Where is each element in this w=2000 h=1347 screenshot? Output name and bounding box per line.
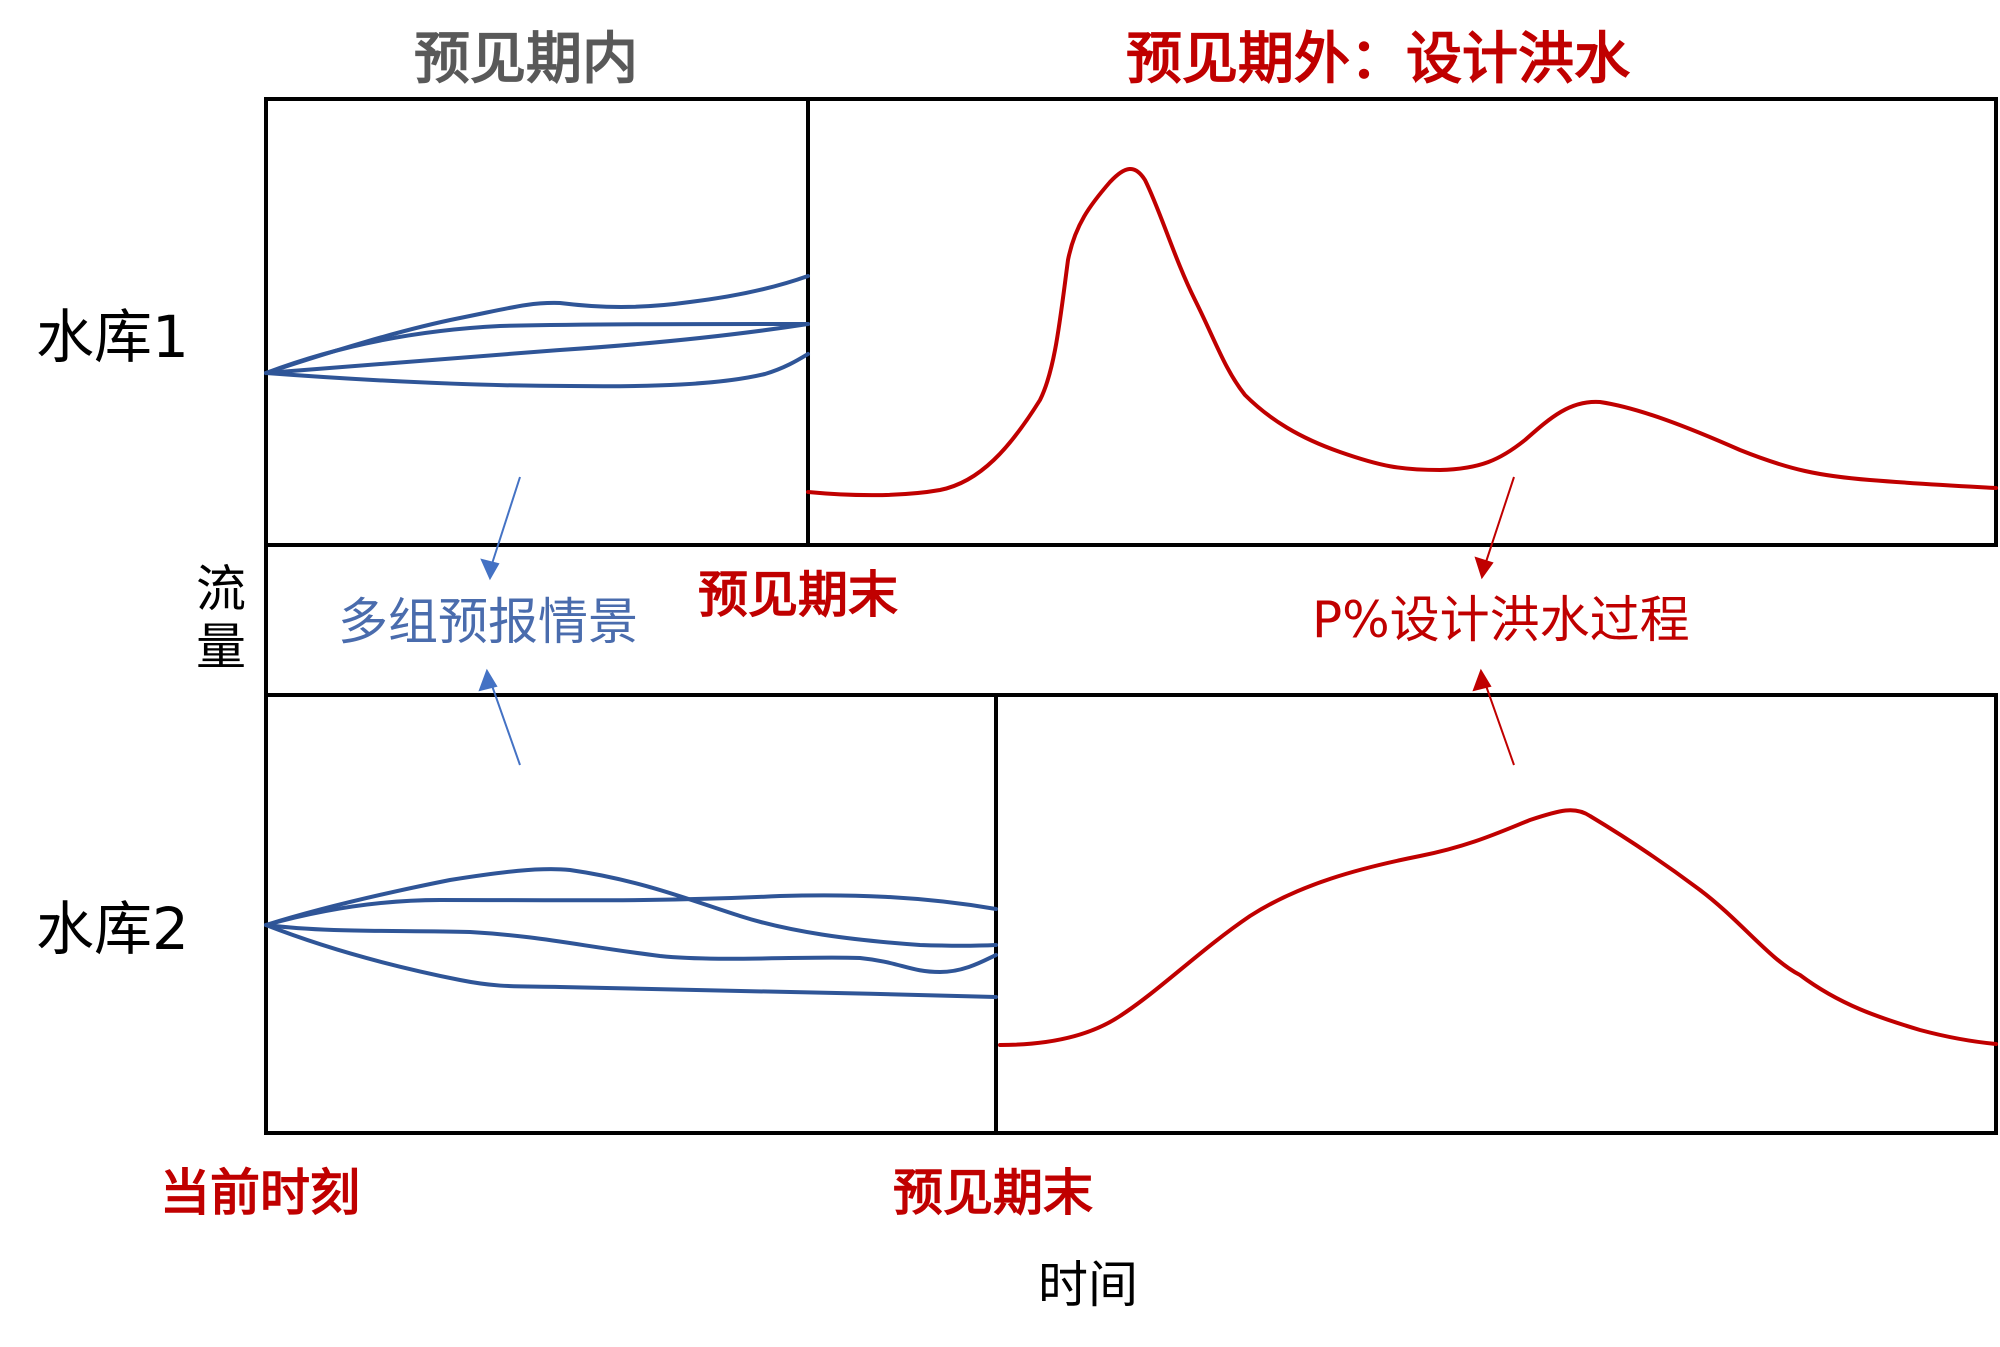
reservoir1-forecast-scenarios bbox=[264, 274, 810, 389]
scenario-arrows-red bbox=[1472, 476, 1515, 766]
annotation-horizon-end-lower: 预见期末 bbox=[893, 1164, 1093, 1222]
reservoir2-scenario-line bbox=[264, 923, 998, 975]
reservoir1-design-flood-curve bbox=[806, 167, 1998, 498]
arrow-head bbox=[478, 668, 498, 692]
reservoir1-scenario-line bbox=[264, 322, 810, 375]
annotation-horizon-end-upper: 预见期末 bbox=[698, 566, 898, 624]
reservoir2-design-flood-curve bbox=[998, 808, 1998, 1047]
label-current-time: 当前时刻 bbox=[160, 1164, 360, 1222]
reservoir1-scenario-line bbox=[264, 352, 810, 389]
x-axis-label-time: 时间 bbox=[1038, 1256, 1138, 1314]
reservoir2-panel bbox=[264, 693, 1998, 1135]
header-within-horizon: 预见期内 bbox=[414, 27, 638, 92]
scenario-arrows-blue bbox=[478, 476, 521, 766]
reservoir2-forecast-scenarios bbox=[264, 867, 998, 999]
row-label-reservoir1: 水库1 bbox=[36, 303, 189, 371]
row-label-reservoir2: 水库2 bbox=[36, 895, 189, 963]
arrow-from-reservoir1-forecast bbox=[489, 476, 521, 571]
y-axis-label-flow: 流量 bbox=[196, 560, 246, 676]
reservoir2-scenario-line bbox=[264, 893, 998, 927]
annotation-design-flood-process: P%设计洪水过程 bbox=[1312, 591, 1690, 649]
annotation-forecast-scenarios: 多组预报情景 bbox=[338, 593, 638, 651]
arrow-head bbox=[480, 558, 500, 581]
panel-frames bbox=[264, 97, 1998, 1135]
reservoir2-scenario-line bbox=[264, 923, 998, 999]
arrow-from-reservoir2-forecast bbox=[489, 679, 521, 766]
arrow-from-reservoir1-design bbox=[1483, 476, 1515, 569]
reservoir1-scenario-line bbox=[264, 274, 810, 375]
arrow-head bbox=[1474, 556, 1494, 580]
reservoir2-scenario-line bbox=[264, 867, 998, 948]
arrow-from-reservoir2-design bbox=[1483, 679, 1515, 766]
reservoir1-panel bbox=[264, 97, 1998, 547]
arrow-head bbox=[1472, 668, 1492, 692]
header-beyond-horizon: 预见期外：设计洪水 bbox=[1126, 27, 1630, 92]
reservoir1-scenario-line bbox=[264, 322, 810, 375]
